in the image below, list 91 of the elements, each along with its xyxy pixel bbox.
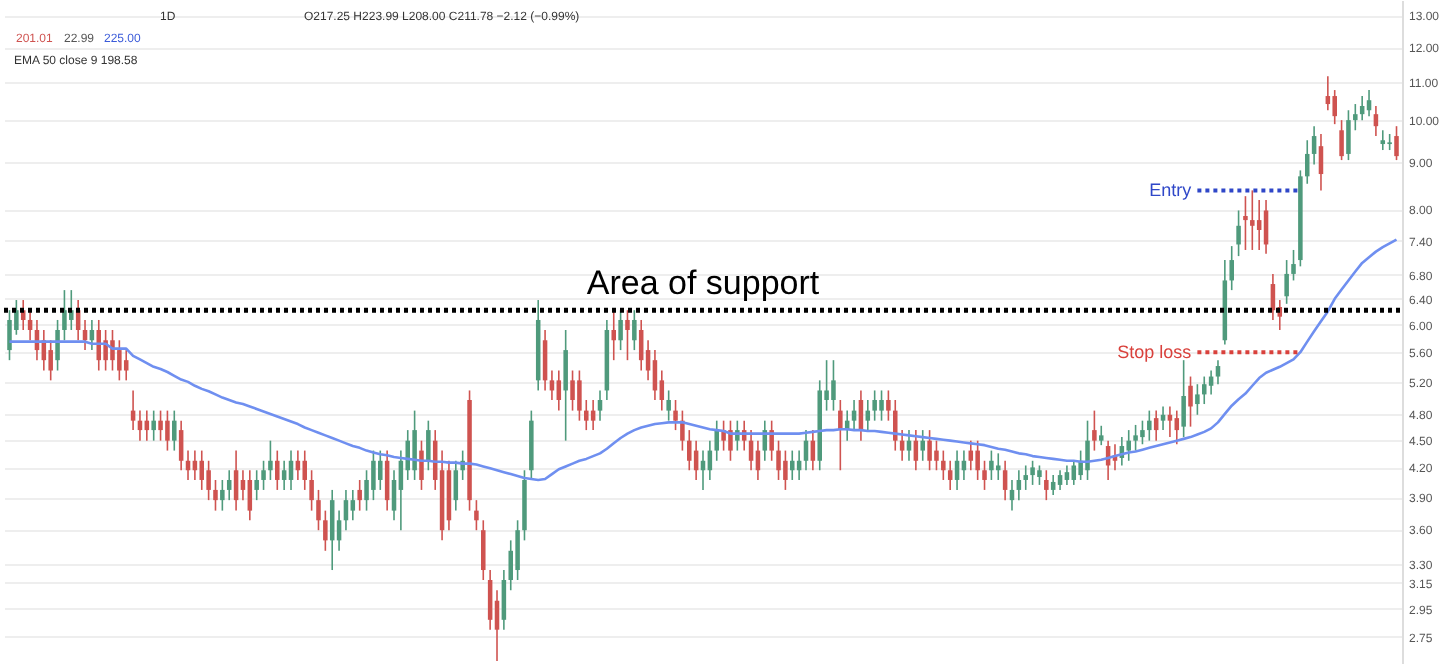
candlestick xyxy=(838,399,843,472)
candlestick xyxy=(412,409,417,481)
candlestick xyxy=(378,449,383,491)
candlestick xyxy=(1394,125,1399,161)
candlestick xyxy=(165,409,170,452)
candlestick xyxy=(1126,429,1131,462)
candlestick xyxy=(879,389,884,422)
candlestick xyxy=(920,429,925,462)
candlestick xyxy=(995,452,1001,481)
candlestick xyxy=(1353,103,1358,132)
candlestick xyxy=(1147,409,1152,442)
candlestick xyxy=(611,309,616,361)
candlestick xyxy=(1037,464,1042,486)
candlestick xyxy=(1071,459,1077,486)
candlestick xyxy=(323,509,328,552)
candlestick xyxy=(117,339,122,382)
candlestick xyxy=(371,449,376,501)
candlestick xyxy=(110,329,115,372)
candlestick xyxy=(474,499,479,531)
candlestick xyxy=(989,449,994,481)
candlestick xyxy=(1250,189,1255,251)
candlestick xyxy=(96,319,102,372)
candlestick xyxy=(364,469,369,512)
candlestick xyxy=(158,409,163,442)
candlestick xyxy=(1092,409,1097,452)
candlestick xyxy=(927,429,932,472)
candlestick xyxy=(1284,259,1289,305)
candlestick xyxy=(1002,459,1008,501)
candlestick xyxy=(123,349,129,382)
candlestick xyxy=(1044,469,1049,501)
candlestick xyxy=(563,329,568,442)
candlestick xyxy=(1181,359,1186,438)
candlestick xyxy=(1291,249,1296,282)
candlestick xyxy=(783,449,788,491)
candlestick xyxy=(426,419,431,472)
candlestick xyxy=(1243,195,1248,251)
candlestick xyxy=(618,309,623,351)
candlestick xyxy=(1201,375,1207,405)
ref-line-label: Entry xyxy=(1149,180,1193,201)
candlestick xyxy=(481,519,486,581)
candlestick xyxy=(103,329,108,372)
candlestick xyxy=(975,439,980,481)
candlestick xyxy=(1098,424,1104,446)
candlestick xyxy=(556,369,562,412)
candlestick xyxy=(1085,419,1090,481)
candlestick xyxy=(597,389,603,422)
candlestick xyxy=(62,289,67,342)
candlestick xyxy=(419,439,424,491)
candlestick xyxy=(1030,459,1035,486)
candlestick xyxy=(673,399,678,431)
candlestick xyxy=(1064,464,1070,486)
candlestick xyxy=(934,439,939,472)
candlestick xyxy=(1140,419,1145,446)
candlestick xyxy=(831,359,836,412)
candlestick xyxy=(1346,109,1351,161)
candlestick xyxy=(151,409,156,442)
candlestick xyxy=(947,459,953,491)
candlestick xyxy=(275,449,280,491)
ref-line-label: Area of support xyxy=(586,264,820,303)
candlestick xyxy=(281,459,287,491)
candlestick xyxy=(206,459,211,501)
candlestick xyxy=(268,439,273,481)
candlestick xyxy=(1215,359,1221,386)
candlestick xyxy=(1195,383,1200,416)
candlestick xyxy=(1380,129,1386,151)
candlestick xyxy=(632,309,637,351)
candlestick xyxy=(982,459,987,491)
candlestick xyxy=(199,449,205,491)
candlestick xyxy=(261,459,266,491)
candlestick xyxy=(625,309,630,361)
candlestick xyxy=(7,309,12,361)
candlestick xyxy=(1339,119,1344,161)
candlestick xyxy=(1188,375,1193,428)
candlestick xyxy=(577,369,582,422)
candlestick xyxy=(357,479,362,512)
ref-line-label: Stop loss xyxy=(1117,342,1193,363)
candlestick xyxy=(1236,209,1241,257)
candlestick xyxy=(790,449,795,481)
candlestick xyxy=(666,389,671,422)
candlestick xyxy=(172,409,177,452)
candlestick xyxy=(350,489,356,522)
candlestick xyxy=(213,479,218,512)
candlestick xyxy=(1078,449,1083,481)
candlestick xyxy=(687,429,692,472)
candlestick xyxy=(872,389,877,422)
candlestick xyxy=(776,439,781,481)
line-series xyxy=(8,238,1398,482)
candlestick xyxy=(55,319,60,372)
candlestick xyxy=(254,469,259,501)
candlestick xyxy=(570,369,575,412)
candlestick xyxy=(316,489,321,531)
